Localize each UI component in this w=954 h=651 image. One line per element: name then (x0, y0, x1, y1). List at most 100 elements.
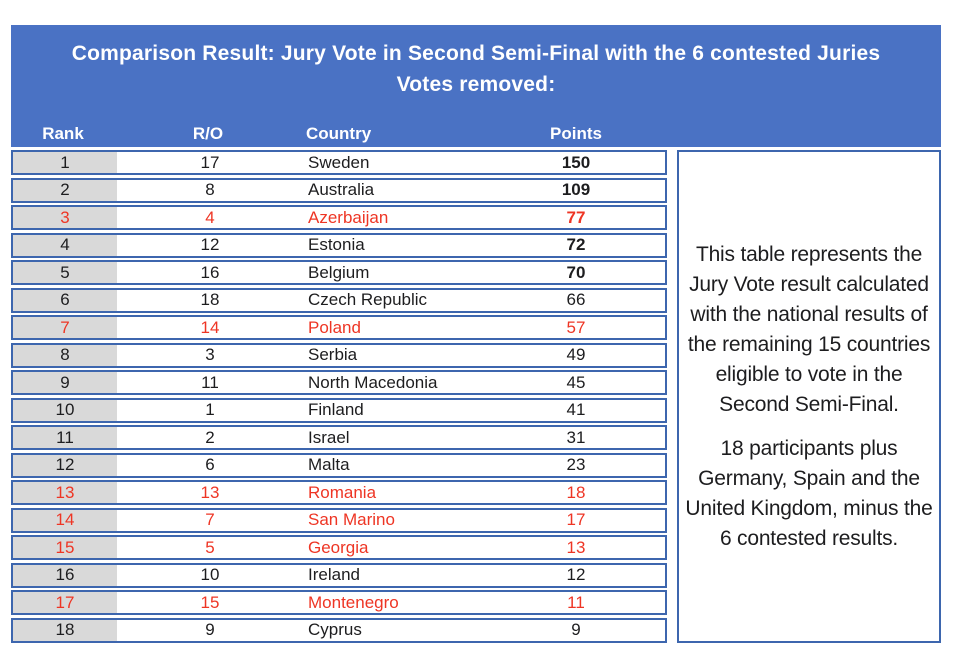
running-order-cell: 4 (205, 207, 215, 227)
points-cell: 150 (561, 152, 591, 172)
table-row: 12 6 Malta 23 (11, 452, 667, 478)
points-cell: 72 (566, 235, 586, 255)
page-title-line-2: Votes removed: (396, 73, 556, 96)
table-row: 16 10 Ireland 12 (11, 562, 667, 588)
points-cell: 9 (571, 620, 581, 640)
points-cell: 12 (566, 565, 586, 585)
page-title: Comparison Result: Jury Vote in Second S… (11, 25, 941, 100)
country-cell: Azerbaijan (308, 207, 389, 227)
column-header-country: Country (306, 124, 372, 143)
country-cell: Finland (308, 400, 364, 420)
points-cell: 57 (566, 317, 586, 337)
points-cell: 18 (566, 482, 586, 502)
running-order-cell: 14 (200, 317, 220, 337)
column-header-rank: Rank (42, 124, 84, 143)
rank-cell: 18 (13, 619, 117, 641)
running-order-cell: 10 (200, 565, 220, 585)
country-cell: Estonia (308, 235, 365, 255)
column-header-points: Points (550, 124, 602, 143)
table-row: 7 14 Poland 57 (11, 315, 667, 341)
column-header-running-order: R/O (192, 124, 224, 143)
table-row: 18 9 Cyprus 9 (11, 617, 667, 643)
running-order-cell: 2 (205, 427, 215, 447)
points-cell: 17 (566, 510, 586, 530)
table-row: 1 17 Sweden 150 (11, 150, 667, 175)
table-row: 11 2 Israel 31 (11, 425, 667, 451)
points-cell: 70 (566, 262, 586, 282)
table-row: 9 11 North Macedonia 45 (11, 370, 667, 396)
rank-cell: 3 (13, 207, 117, 229)
country-cell: Cyprus (308, 620, 362, 640)
points-cell: 109 (561, 180, 591, 200)
running-order-cell: 17 (200, 152, 220, 172)
rank-cell: 17 (13, 592, 117, 614)
country-cell: Ireland (308, 565, 360, 585)
side-note-paragraph-1: This table represents the Jury Vote resu… (687, 242, 931, 416)
rank-cell: 12 (13, 454, 117, 476)
country-cell: Georgia (308, 537, 369, 557)
rank-cell: 9 (13, 372, 117, 394)
country-cell: Poland (308, 317, 361, 337)
country-cell: Montenegro (308, 592, 399, 612)
country-cell: Malta (308, 455, 350, 475)
rank-cell: 5 (13, 262, 117, 284)
table-row: 14 7 San Marino 17 (11, 507, 667, 533)
table-row: 10 1 Finland 41 (11, 397, 667, 423)
table-row: 17 15 Montenegro 11 (11, 590, 667, 616)
side-note-paragraph-2: 18 participants plus Germany, Spain and … (685, 436, 933, 550)
points-cell: 31 (566, 427, 586, 447)
points-cell: 23 (566, 455, 586, 475)
table-row: 5 16 Belgium 70 (11, 260, 667, 286)
rank-cell: 2 (13, 179, 117, 201)
running-order-cell: 18 (200, 290, 220, 310)
table-row: 4 12 Estonia 72 (11, 232, 667, 258)
points-cell: 13 (566, 537, 586, 557)
rank-cell: 1 (13, 152, 117, 173)
points-cell: 49 (566, 345, 586, 365)
table-row: 2 8 Australia 109 (11, 177, 667, 203)
table-row: 3 4 Azerbaijan 77 (11, 205, 667, 231)
table-row: 15 5 Georgia 13 (11, 535, 667, 561)
header-banner: Comparison Result: Jury Vote in Second S… (11, 25, 941, 147)
running-order-cell: 13 (200, 482, 220, 502)
rank-cell: 11 (13, 427, 117, 449)
rank-cell: 13 (13, 482, 117, 504)
running-order-cell: 8 (205, 180, 215, 200)
country-cell: San Marino (308, 510, 395, 530)
country-cell: Israel (308, 427, 350, 447)
rank-cell: 15 (13, 537, 117, 559)
table-row: 13 13 Romania 18 (11, 480, 667, 506)
rank-cell: 10 (13, 399, 117, 421)
points-cell: 45 (566, 372, 586, 392)
points-cell: 11 (567, 592, 585, 612)
points-cell: 41 (566, 400, 586, 420)
running-order-cell: 6 (205, 455, 215, 475)
country-cell: North Macedonia (308, 372, 438, 392)
running-order-cell: 1 (205, 400, 215, 420)
rank-cell: 8 (13, 344, 117, 366)
country-cell: Sweden (308, 152, 370, 172)
rank-cell: 7 (13, 317, 117, 339)
rank-cell: 4 (13, 234, 117, 256)
running-order-cell: 11 (201, 372, 219, 392)
rank-cell: 16 (13, 564, 117, 586)
rank-cell: 6 (13, 289, 117, 311)
page-title-line-1: Comparison Result: Jury Vote in Second S… (71, 42, 881, 65)
side-note-panel: This table represents the Jury Vote resu… (677, 150, 941, 643)
country-cell: Belgium (308, 262, 370, 282)
running-order-cell: 16 (200, 262, 220, 282)
points-cell: 66 (566, 290, 586, 310)
running-order-cell: 3 (205, 345, 215, 365)
country-cell: Romania (308, 482, 377, 502)
country-cell: Czech Republic (308, 290, 428, 310)
rank-cell: 14 (13, 509, 117, 531)
running-order-cell: 7 (205, 510, 215, 530)
table-row: 8 3 Serbia 49 (11, 342, 667, 368)
column-header-row: Rank R/O Country Points (11, 124, 667, 144)
results-table-body: 1 17 Sweden 150 2 8 Australia 109 3 4 Az… (11, 150, 667, 643)
running-order-cell: 15 (200, 592, 220, 612)
running-order-cell: 9 (205, 620, 215, 640)
country-cell: Australia (308, 180, 375, 200)
points-cell: 77 (566, 207, 586, 227)
